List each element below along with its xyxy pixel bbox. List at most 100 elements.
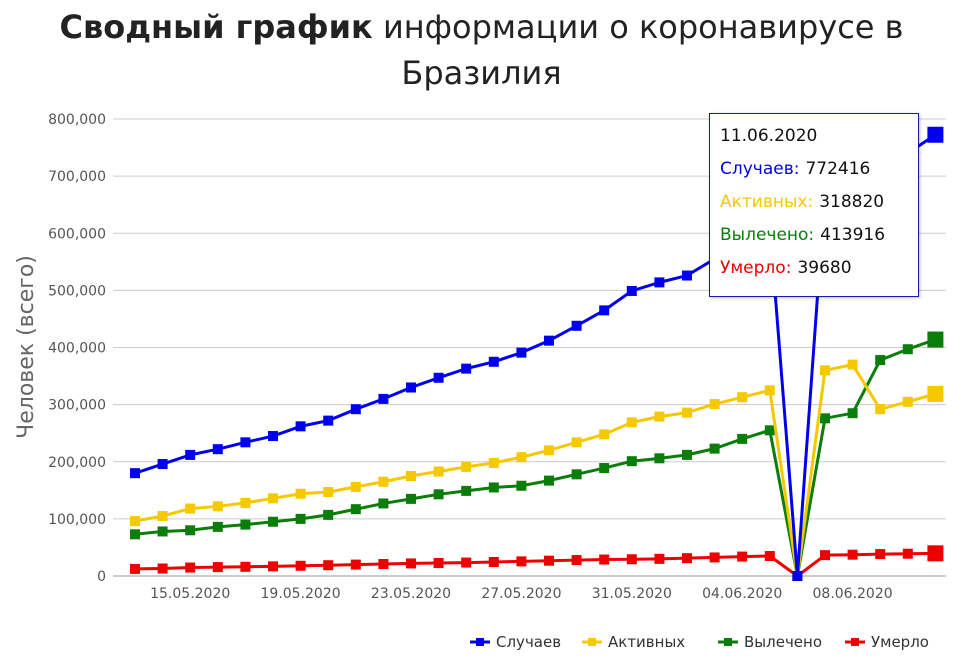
data-point[interactable] xyxy=(268,431,278,442)
data-point[interactable] xyxy=(240,437,251,448)
data-point[interactable] xyxy=(654,411,665,422)
data-point[interactable] xyxy=(654,553,665,564)
data-point[interactable] xyxy=(902,344,913,355)
data-point[interactable] xyxy=(461,461,472,472)
data-point[interactable] xyxy=(295,421,306,432)
data-point[interactable] xyxy=(516,556,527,567)
data-point[interactable] xyxy=(626,417,637,428)
data-point[interactable] xyxy=(378,476,389,487)
data-point[interactable] xyxy=(130,468,140,479)
data-point[interactable] xyxy=(571,320,582,331)
data-point[interactable] xyxy=(764,425,775,436)
data-point[interactable] xyxy=(599,554,610,565)
data-point[interactable] xyxy=(599,463,610,474)
data-point[interactable] xyxy=(682,449,692,460)
data-point[interactable] xyxy=(902,548,913,559)
data-point[interactable] xyxy=(488,356,499,367)
data-point[interactable] xyxy=(295,488,306,499)
data-point[interactable] xyxy=(709,552,720,563)
data-point[interactable] xyxy=(212,521,223,532)
legend-label[interactable]: Активных xyxy=(608,633,685,651)
data-point[interactable] xyxy=(847,549,858,560)
legend-label[interactable]: Вылечено xyxy=(744,633,822,651)
data-point[interactable] xyxy=(571,555,582,566)
data-point[interactable] xyxy=(212,501,223,512)
data-point[interactable] xyxy=(847,359,858,370)
legend-label[interactable]: Умерло xyxy=(871,633,929,651)
data-point[interactable] xyxy=(626,554,637,565)
data-point[interactable] xyxy=(847,408,858,419)
data-point[interactable] xyxy=(157,563,168,574)
data-point[interactable] xyxy=(571,437,582,448)
data-point[interactable] xyxy=(185,525,196,536)
data-point[interactable] xyxy=(378,498,389,509)
data-point[interactable] xyxy=(820,365,830,376)
data-point[interactable] xyxy=(544,335,554,346)
data-point[interactable] xyxy=(406,558,416,569)
data-point[interactable] xyxy=(378,559,389,570)
data-point[interactable] xyxy=(571,469,582,480)
data-point[interactable] xyxy=(406,493,416,504)
data-point[interactable] xyxy=(461,485,472,496)
data-point[interactable] xyxy=(764,385,775,396)
data-point[interactable] xyxy=(461,363,472,374)
data-point[interactable] xyxy=(240,519,251,530)
data-point[interactable] xyxy=(516,452,527,463)
data-point[interactable] xyxy=(516,347,527,358)
data-point[interactable] xyxy=(792,571,803,581)
data-point[interactable] xyxy=(433,372,444,383)
data-point[interactable] xyxy=(240,497,251,508)
data-point[interactable] xyxy=(157,511,168,522)
data-point[interactable] xyxy=(350,404,361,415)
data-point[interactable] xyxy=(599,305,610,316)
data-point[interactable] xyxy=(130,529,140,540)
data-point[interactable] xyxy=(406,382,416,393)
data-point[interactable] xyxy=(875,355,886,366)
data-point[interactable] xyxy=(350,481,361,492)
data-point[interactable] xyxy=(927,545,944,562)
data-point[interactable] xyxy=(185,562,196,573)
data-point[interactable] xyxy=(544,475,554,486)
data-point[interactable] xyxy=(240,561,251,572)
data-point[interactable] xyxy=(682,270,692,281)
data-point[interactable] xyxy=(433,489,444,500)
data-point[interactable] xyxy=(378,393,389,404)
data-point[interactable] xyxy=(350,504,361,515)
data-point[interactable] xyxy=(295,560,306,571)
data-point[interactable] xyxy=(185,503,196,514)
data-point[interactable] xyxy=(185,449,196,460)
data-point[interactable] xyxy=(268,516,278,527)
data-point[interactable] xyxy=(902,396,913,407)
data-point[interactable] xyxy=(764,551,775,562)
data-point[interactable] xyxy=(295,513,306,524)
data-point[interactable] xyxy=(682,553,692,564)
data-point[interactable] xyxy=(820,413,830,424)
data-point[interactable] xyxy=(130,563,140,574)
data-point[interactable] xyxy=(323,487,334,498)
data-point[interactable] xyxy=(682,407,692,418)
data-point[interactable] xyxy=(488,557,499,568)
data-point[interactable] xyxy=(654,277,665,288)
data-point[interactable] xyxy=(488,482,499,493)
data-point[interactable] xyxy=(737,433,748,444)
data-point[interactable] xyxy=(544,555,554,566)
data-point[interactable] xyxy=(709,399,720,410)
data-point[interactable] xyxy=(737,551,748,562)
data-point[interactable] xyxy=(268,561,278,572)
data-point[interactable] xyxy=(875,549,886,560)
data-point[interactable] xyxy=(516,480,527,491)
data-point[interactable] xyxy=(157,459,168,470)
data-point[interactable] xyxy=(820,550,830,561)
data-point[interactable] xyxy=(323,415,334,426)
data-point[interactable] xyxy=(709,443,720,454)
data-point[interactable] xyxy=(599,429,610,440)
data-point[interactable] xyxy=(875,404,886,415)
data-point[interactable] xyxy=(157,526,168,537)
data-point[interactable] xyxy=(461,557,472,568)
data-point[interactable] xyxy=(433,558,444,569)
data-point[interactable] xyxy=(130,516,140,527)
data-point[interactable] xyxy=(323,560,334,571)
data-point[interactable] xyxy=(433,466,444,477)
data-point[interactable] xyxy=(737,392,748,403)
data-point[interactable] xyxy=(626,456,637,467)
